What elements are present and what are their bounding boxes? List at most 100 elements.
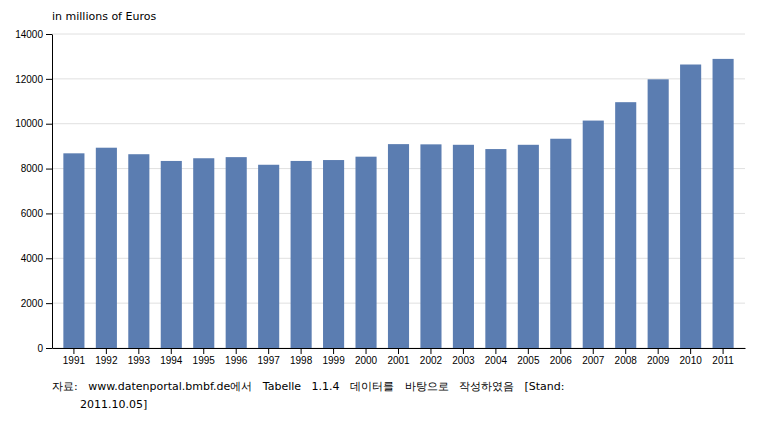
tick-label: 4000 (21, 253, 44, 264)
footnote: 자료: www.datenportal.bmbf.de에서 Tabelle 1.… (52, 380, 564, 393)
tick-label: 0 (37, 343, 43, 354)
tick: 2000 (355, 348, 378, 366)
tick-mark (593, 348, 594, 354)
tick: 2006 (550, 348, 573, 366)
tick: 2003 (452, 348, 475, 366)
tick-mark (46, 258, 52, 259)
bar (420, 144, 441, 348)
tick: 2001 (387, 348, 410, 366)
bar (648, 79, 669, 348)
tick-mark (236, 348, 237, 354)
tick-mark (106, 348, 107, 354)
tick-label: 2009 (647, 355, 670, 366)
axis-label: in millions of Euros (52, 10, 156, 23)
bar (258, 165, 279, 348)
tick: 2009 (647, 348, 670, 366)
tick-mark (46, 303, 52, 304)
tick: 1999 (322, 348, 345, 366)
tick-mark (138, 348, 139, 354)
bar (193, 158, 214, 348)
tick: 4000 (21, 253, 52, 264)
bar (63, 153, 84, 348)
tick: 2000 (21, 298, 52, 309)
tick-mark (46, 124, 52, 125)
tick-label: 2006 (550, 355, 573, 366)
tick: 1995 (193, 348, 216, 366)
tick-mark (46, 34, 52, 35)
tick-mark (333, 348, 334, 354)
tick: 14000 (15, 29, 52, 40)
tick: 2004 (485, 348, 508, 366)
tick: 2005 (517, 348, 540, 366)
tick-mark (301, 348, 302, 354)
tick: 2011 (712, 348, 734, 366)
tick: 1993 (128, 348, 151, 366)
tick-label: 1998 (290, 355, 313, 366)
tick-label: 1999 (322, 355, 345, 366)
tick-label: 2001 (387, 355, 410, 366)
tick-mark (495, 348, 496, 354)
tick: 6000 (21, 208, 52, 219)
tick: 2010 (680, 348, 703, 366)
tick-label: 1993 (128, 355, 151, 366)
tick: 2002 (420, 348, 443, 366)
axis-line (52, 35, 53, 349)
y-axis: 02000400060008000100001200014000 (15, 29, 52, 354)
tick: 1991 (63, 348, 86, 366)
tick-label: 2008 (615, 355, 638, 366)
tick-label: 2002 (420, 355, 443, 366)
tick-label: 8000 (21, 163, 44, 174)
tick-mark (398, 348, 399, 354)
bar (96, 148, 117, 348)
bar (226, 157, 247, 348)
tick-label: 1991 (63, 355, 86, 366)
tick-mark (430, 348, 431, 354)
tick-mark (73, 348, 74, 354)
bar (355, 157, 376, 348)
bar (161, 161, 182, 348)
grid-line (52, 123, 745, 124)
tick-label: 2007 (582, 355, 605, 366)
bar (323, 160, 344, 348)
tick: 8000 (21, 163, 52, 174)
tick-label: 10000 (15, 118, 43, 129)
bar (485, 149, 506, 348)
tick-mark (46, 348, 52, 349)
tick-mark (171, 348, 172, 354)
tick-mark (203, 348, 204, 354)
tick-mark (46, 213, 52, 214)
tick-mark (528, 348, 529, 354)
tick-mark (46, 79, 52, 80)
tick-mark (268, 348, 269, 354)
footnote: 2011.10.05] (52, 398, 147, 411)
tick-mark (463, 348, 464, 354)
tick-label: 1997 (258, 355, 281, 366)
tick-label: 2003 (452, 355, 475, 366)
tick: 0 (37, 343, 52, 354)
bar (583, 121, 604, 348)
bar (291, 161, 312, 348)
grid-line (52, 78, 745, 79)
tick-label: 6000 (21, 208, 44, 219)
tick: 1992 (95, 348, 118, 366)
bar (550, 139, 571, 348)
bar (453, 145, 474, 348)
tick-mark (658, 348, 659, 354)
tick-label: 1992 (95, 355, 118, 366)
tick-label: 1994 (160, 355, 183, 366)
tick-mark (560, 348, 561, 354)
bars (63, 59, 733, 348)
tick-label: 14000 (15, 29, 43, 40)
tick-mark (46, 169, 52, 170)
tick-mark (625, 348, 626, 354)
tick: 2008 (615, 348, 638, 366)
bar (615, 102, 636, 348)
tick-label: 1995 (193, 355, 216, 366)
tick: 10000 (15, 118, 52, 129)
bar (128, 154, 149, 348)
tick: 1996 (225, 348, 248, 366)
tick: 1997 (258, 348, 281, 366)
tick-label: 2000 (355, 355, 378, 366)
grid (52, 34, 745, 348)
tick: 1994 (160, 348, 183, 366)
